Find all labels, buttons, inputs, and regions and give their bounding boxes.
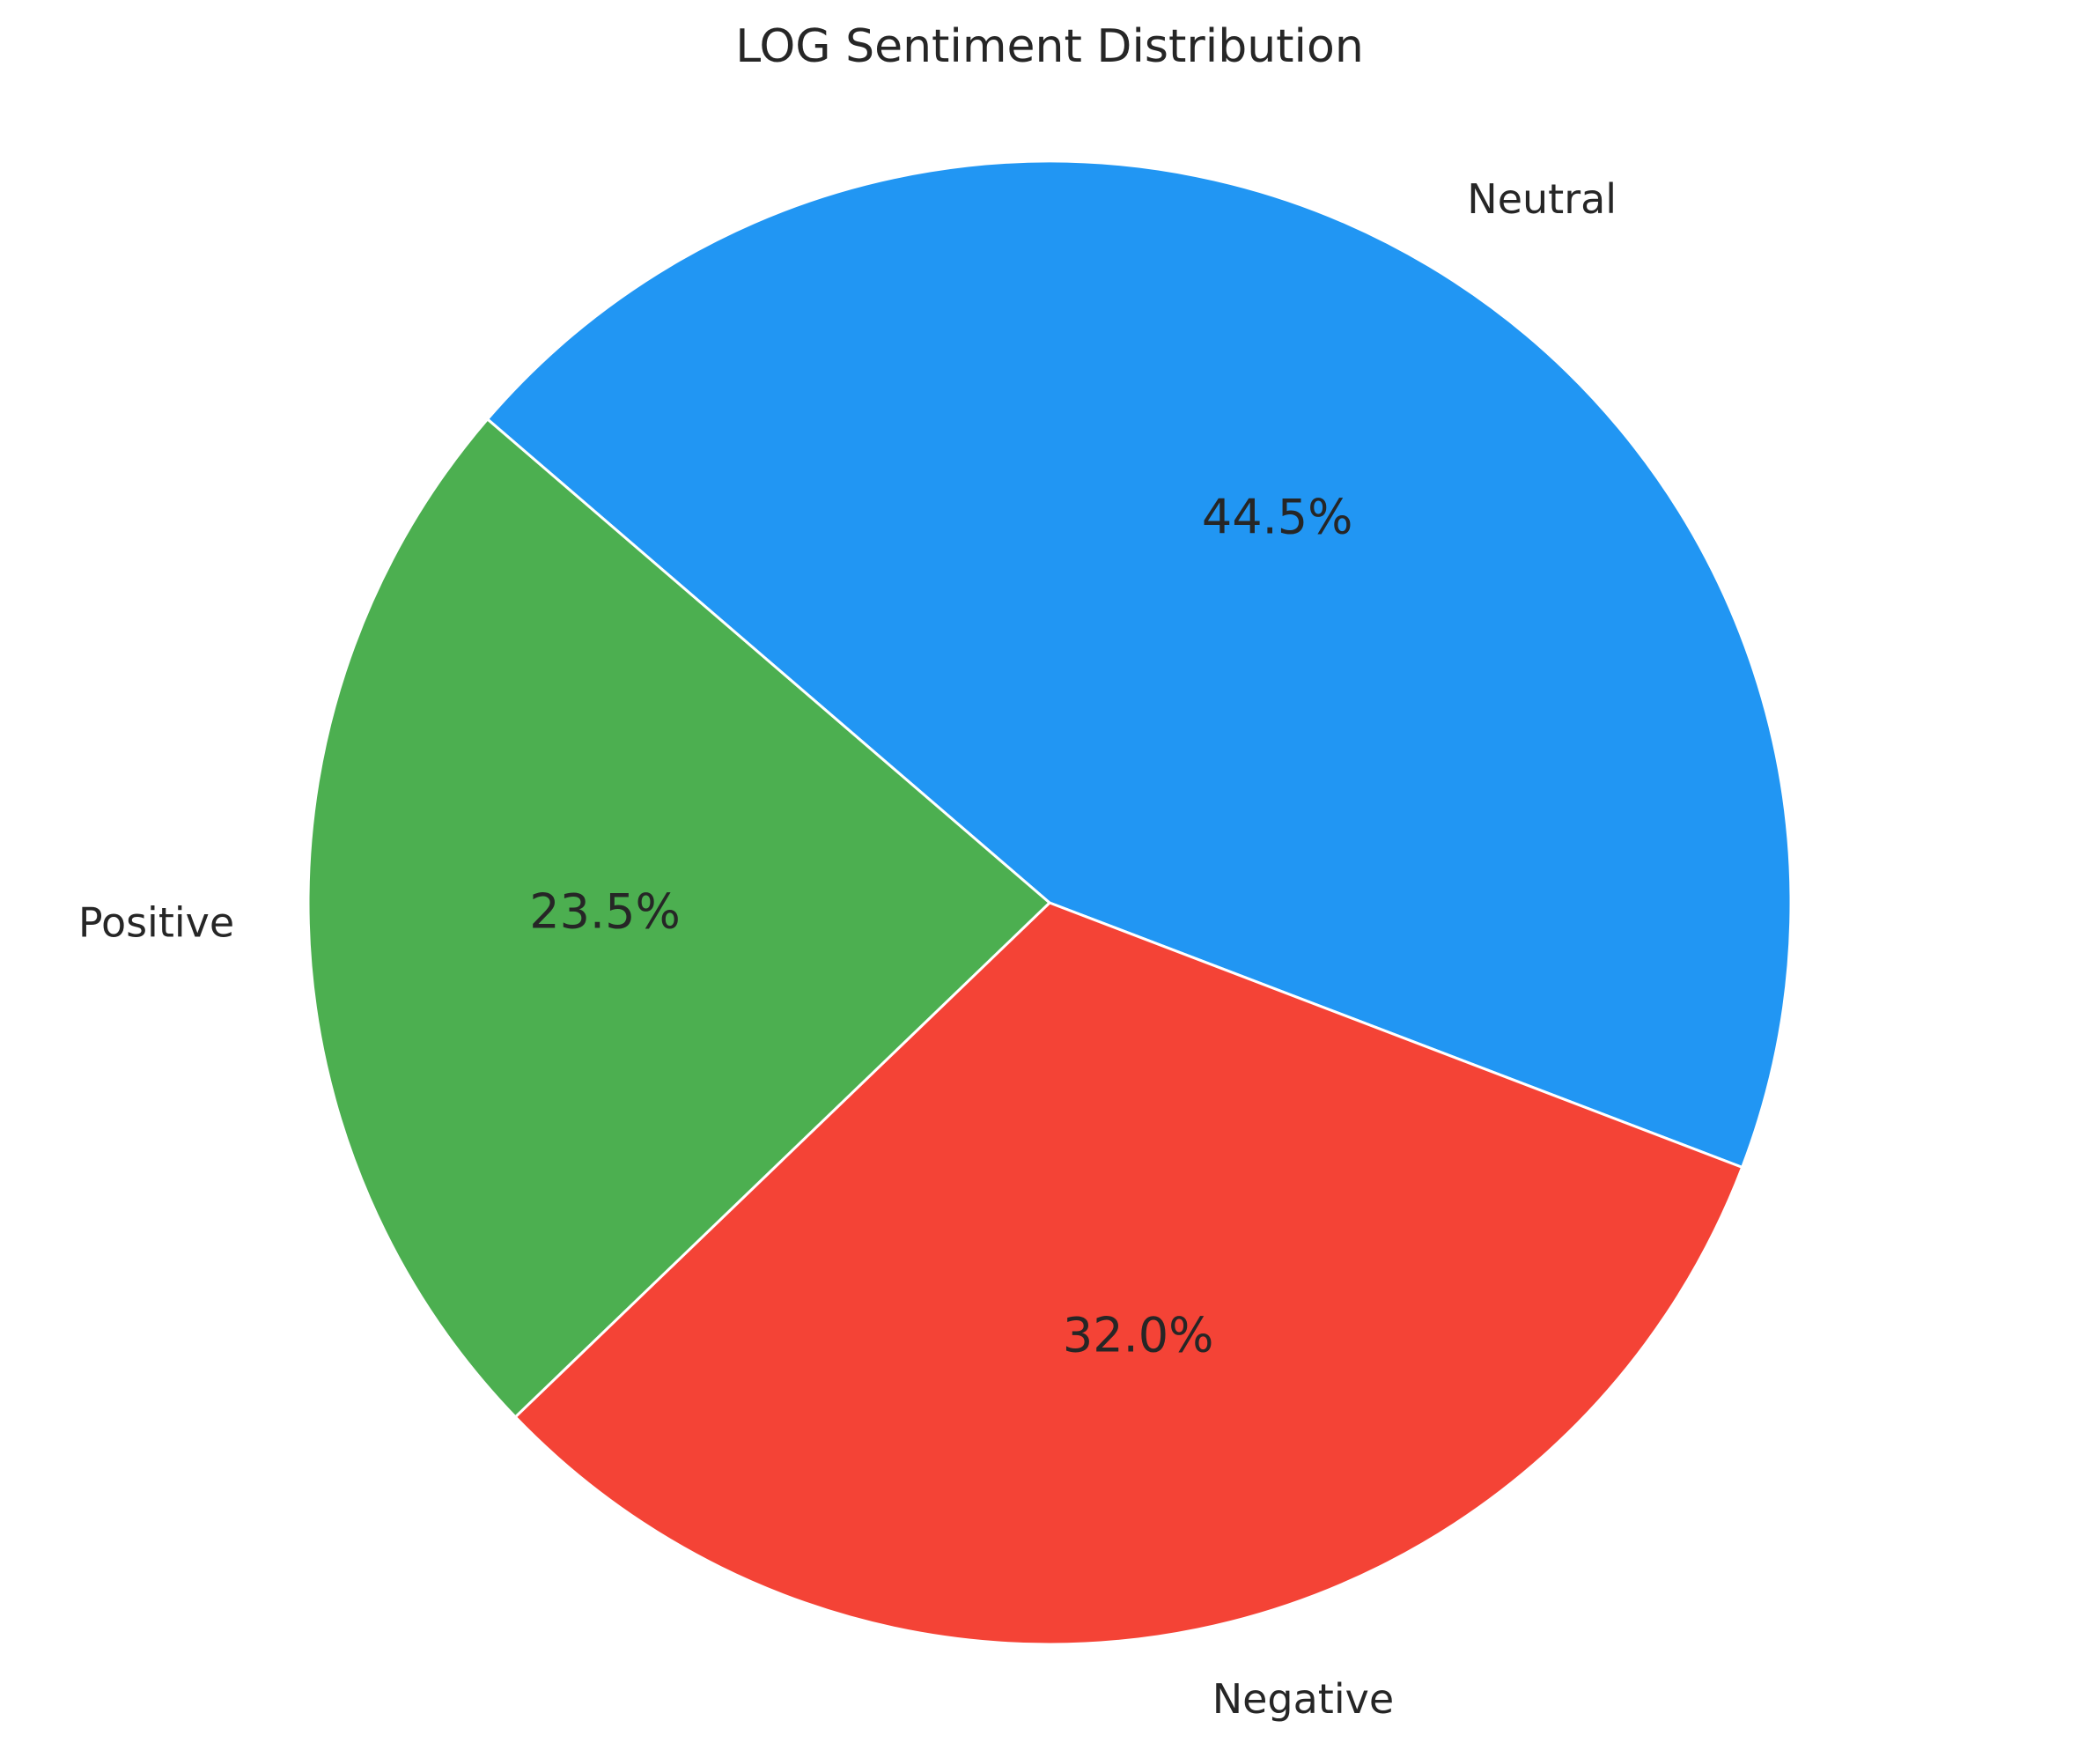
chart-title: LOG Sentiment Distribution — [735, 20, 1364, 73]
pie-slice-negative — [513, 901, 1744, 1646]
slice-percent-neutral: 44.5% — [1202, 490, 1353, 545]
slice-percent-negative: 32.0% — [1063, 1308, 1214, 1363]
labels-group: Neutral 44.5% Negative 32.0% Positive 23.5% — [78, 175, 1617, 1723]
slice-label-positive: Positive — [78, 898, 234, 946]
pie-slice-positive — [306, 417, 1051, 1419]
slice-percent-positive: 23.5% — [529, 884, 681, 940]
slices-group — [306, 159, 1793, 1646]
pie-slice-neutral — [486, 159, 1793, 1169]
slice-label-neutral: Neutral — [1467, 175, 1617, 223]
slice-label-negative: Negative — [1212, 1675, 1394, 1723]
